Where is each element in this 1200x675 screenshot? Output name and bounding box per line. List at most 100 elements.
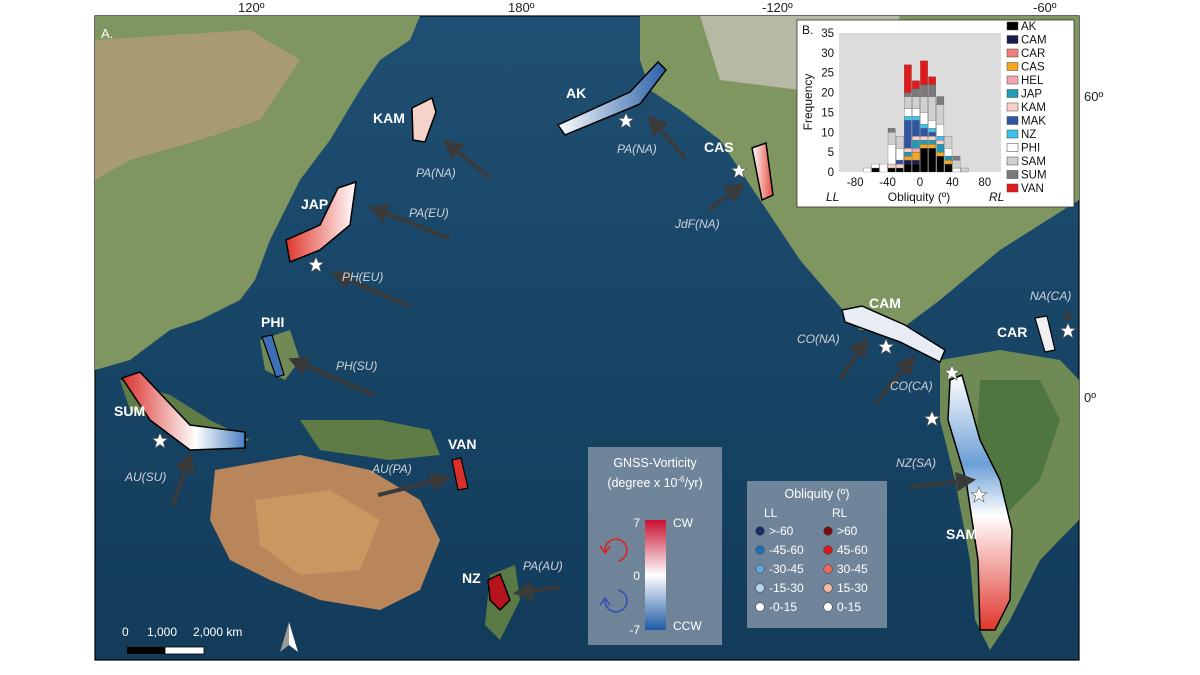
- zone-label-sam: SAM: [946, 526, 977, 542]
- star-icon: [151, 432, 169, 449]
- histogram-bar-phi: [895, 148, 904, 161]
- zone-label-ak: AK: [566, 85, 586, 101]
- arrow-icon: [288, 357, 375, 397]
- legend-label-kam: KAM: [1021, 102, 1046, 114]
- x-tick-label: 40: [946, 177, 959, 189]
- obliquity-ll-label: -15-30: [769, 581, 804, 595]
- histogram-bar-ak: [936, 155, 945, 173]
- histogram-bar-phi: [887, 144, 896, 165]
- legend-label-sam: SAM: [1021, 156, 1046, 168]
- legend-swatch-phi: [1006, 143, 1019, 152]
- scale-bar: 0 1,000 2,000 km: [122, 625, 242, 655]
- histogram-bar-sum: [928, 84, 936, 97]
- histogram-bar-sum: [920, 84, 928, 97]
- arrow-icon: [909, 471, 976, 492]
- plate-label: AU(SU): [124, 470, 166, 484]
- obliquity-rl-swatch: [823, 526, 833, 536]
- histogram-bar-sam: [920, 96, 928, 113]
- histogram-bar-nz: [920, 124, 928, 129]
- asia-interior: [95, 30, 300, 180]
- obliquity-ll-label: >-60: [769, 524, 794, 538]
- plate-label: CO(NA): [797, 332, 840, 346]
- legend-label-jap: JAP: [1021, 89, 1042, 101]
- legend-label-car: CAR: [1021, 48, 1045, 60]
- plate-label: NA(CA): [1030, 289, 1071, 303]
- legend-swatch-cam: [1006, 35, 1019, 44]
- clockwise-rotation-icon: [599, 538, 628, 562]
- histogram-bar-sum: [904, 92, 912, 97]
- histogram-bar-ak: [895, 167, 904, 173]
- vorticity-units: (degree x 10-6/yr): [607, 475, 702, 490]
- histogram-bar-cam: [912, 159, 920, 165]
- lon-tick: -120º: [762, 0, 793, 15]
- histogram-bar-sum: [952, 155, 961, 161]
- plot-area: [839, 33, 1001, 172]
- histogram-bar-cas: [912, 151, 920, 161]
- vorticity-legend: GNSS-Vorticity (degree x 10-6/yr) 7 0 -7…: [588, 447, 722, 645]
- panel-label-a: A.: [101, 26, 113, 41]
- zone-label-nz: NZ: [462, 570, 481, 586]
- legend-label-hel: HEL: [1021, 75, 1044, 87]
- legend-label-cas: CAS: [1021, 62, 1045, 74]
- north-arrow-icon: [280, 622, 298, 652]
- legend-label-van: VAN: [1021, 183, 1044, 195]
- y-axis-ticks: 0 5 10 15 20 25 30 35: [821, 28, 834, 179]
- zone-cas: [751, 141, 774, 202]
- vorticity-title: GNSS-Vorticity: [613, 456, 697, 470]
- histogram-bar-sam: [944, 136, 953, 149]
- y-tick-label: 30: [821, 48, 834, 60]
- y-axis-label: Frequency: [801, 74, 815, 131]
- zone-car: [1034, 315, 1056, 353]
- arrow-icon: [331, 271, 410, 308]
- plate-label: AU(PA): [371, 462, 412, 476]
- histogram-bar-cas: [904, 155, 912, 161]
- scale-label-2000: 2,000 km: [193, 625, 242, 639]
- x-tick-label: -40: [879, 177, 896, 189]
- histogram-bar-ak: [944, 163, 953, 173]
- obliquity-rl-swatch: [823, 545, 833, 555]
- legend-swatch-jap: [1006, 89, 1019, 98]
- vorticity-max: 7: [633, 516, 640, 530]
- histogram-bar-nz: [936, 136, 945, 141]
- histogram-bar-phi: [928, 120, 936, 129]
- histogram-bar-ak: [904, 163, 912, 173]
- legend-label-cam: CAM: [1021, 35, 1047, 47]
- panel-label-b: B.: [802, 23, 813, 37]
- legend-swatch-hel: [1006, 75, 1019, 85]
- histogram-bar-phi: [944, 148, 953, 157]
- histogram-bar-jap: [936, 144, 945, 153]
- histogram-bar-jap: [920, 140, 928, 145]
- vorticity-cw-label: CW: [673, 516, 694, 530]
- x-axis-ticks: -80 -40 0 40 80: [847, 177, 991, 189]
- histogram-bar-cas: [920, 144, 928, 149]
- plate-label: PH(EU): [342, 270, 383, 284]
- star-icon: [923, 410, 941, 427]
- obliquity-rl-swatch: [823, 583, 833, 593]
- histogram-bar-van: [920, 60, 928, 85]
- legend-swatch-nz: [1006, 129, 1019, 139]
- histogram-bar-sam: [887, 132, 896, 145]
- zone-label-cas: CAS: [704, 139, 734, 155]
- zone-label-cam: CAM: [869, 295, 901, 311]
- histogram-bar-sam: [928, 96, 936, 121]
- obliquity-rl-swatch: [823, 602, 833, 612]
- counterclockwise-rotation-icon: [599, 589, 628, 613]
- x-tick-label: -80: [847, 177, 864, 189]
- plate-label: PA(EU): [409, 206, 449, 220]
- zone-jap: [285, 180, 357, 264]
- histogram-bar-sam: [912, 96, 920, 109]
- obliquity-rl-label: 45-60: [837, 543, 868, 557]
- histogram-bar-mak: [895, 159, 904, 165]
- obliquity-items: >-60 -45-60 -30-45 -15-30 -0-15 >60 45-60 30-45…: [755, 524, 868, 614]
- histogram-bars: [863, 60, 969, 173]
- zone-van: [451, 457, 469, 491]
- histogram-bar-nz: [912, 116, 920, 121]
- zone-label-sum: SUM: [114, 403, 145, 419]
- star-icon: [970, 486, 988, 503]
- histogram-bar-sam: [904, 96, 912, 109]
- arrow-icon: [442, 139, 492, 180]
- subduction-zones: [120, 60, 1056, 631]
- obliquity-ll-swatch: [755, 545, 765, 555]
